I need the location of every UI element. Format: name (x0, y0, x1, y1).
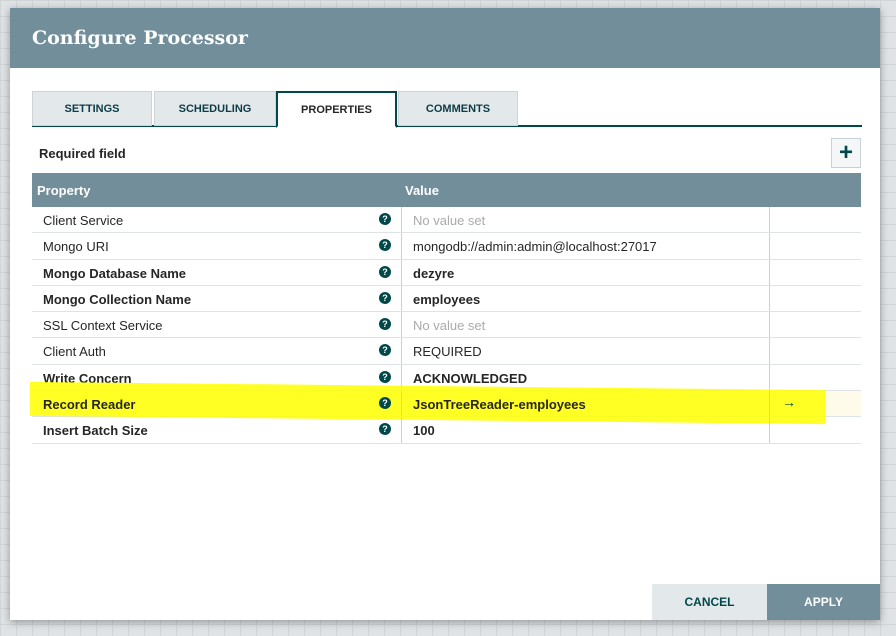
tab-comments[interactable]: COMMENTS (398, 91, 518, 126)
tab-bar: SETTINGS SCHEDULING PROPERTIES COMMENTS (32, 91, 862, 128)
help-icon[interactable]: ? (379, 370, 391, 383)
configure-processor-dialog: Configure Processor SETTINGS SCHEDULING … (10, 8, 880, 620)
table-row[interactable]: Record Reader? JsonTreeReader-employees → (30, 381, 861, 425)
property-name: Mongo URI (43, 239, 109, 255)
property-name: Insert Batch Size (43, 423, 148, 439)
cancel-button[interactable]: CANCEL (652, 584, 767, 620)
help-icon[interactable]: ? (379, 265, 391, 278)
header-value: Value (405, 183, 439, 198)
property-name: SSL Context Service (43, 318, 163, 334)
apply-button[interactable]: APPLY (767, 584, 880, 620)
table-row[interactable]: Client Auth? REQUIRED (32, 338, 861, 365)
help-icon[interactable]: ? (379, 423, 391, 436)
property-value[interactable]: JsonTreeReader-employees (401, 391, 770, 417)
property-value[interactable]: employees (401, 285, 770, 312)
table-row[interactable]: Mongo URI? mongodb://admin:admin@localhos… (32, 233, 861, 260)
tab-settings[interactable]: SETTINGS (32, 91, 152, 126)
plus-icon: + (838, 139, 853, 166)
property-value[interactable]: dezyre (401, 259, 770, 285)
help-icon[interactable]: ? (379, 318, 391, 331)
property-value[interactable]: mongodb://admin:admin@localhost:27017 (401, 233, 770, 259)
help-icon[interactable]: ? (379, 397, 391, 410)
table-row[interactable]: SSL Context Service? No value set (32, 312, 861, 339)
property-name: Mongo Database Name (43, 265, 187, 281)
property-name: Record Reader (43, 397, 136, 413)
help-icon[interactable]: ? (379, 344, 391, 357)
table-header: Property Value (32, 173, 861, 207)
required-field-label: Required field (39, 146, 126, 161)
table-row[interactable]: Client Service? No value set (32, 207, 861, 234)
property-value[interactable]: 100 (401, 417, 770, 443)
tab-scheduling[interactable]: SCHEDULING (154, 91, 276, 126)
property-name: Mongo Collection Name (43, 291, 192, 307)
table-row[interactable]: Mongo Database Name? dezyre (32, 259, 861, 286)
table-row[interactable]: Insert Batch Size? 100 (32, 417, 861, 444)
header-property: Property (37, 183, 91, 198)
help-icon[interactable]: ? (379, 213, 391, 225)
property-name: Client Service (43, 213, 124, 228)
add-property-button[interactable]: + (831, 138, 861, 168)
properties-table: Property Value Client Service? No value s… (30, 173, 861, 444)
property-name: Client Auth (43, 344, 106, 360)
help-icon[interactable]: ? (379, 239, 391, 252)
tab-properties[interactable]: PROPERTIES (276, 91, 397, 128)
property-value[interactable]: No value set (401, 312, 770, 338)
help-icon[interactable]: ? (379, 291, 391, 304)
go-to-arrow-icon[interactable]: → (782, 394, 796, 411)
property-value[interactable]: REQUIRED (401, 338, 770, 364)
property-value[interactable]: No value set (401, 207, 770, 233)
table-row[interactable]: Mongo Collection Name? employees (32, 285, 861, 313)
dialog-title: Configure Processor (10, 8, 880, 68)
property-value[interactable]: ACKNOWLEDGED (401, 364, 770, 391)
